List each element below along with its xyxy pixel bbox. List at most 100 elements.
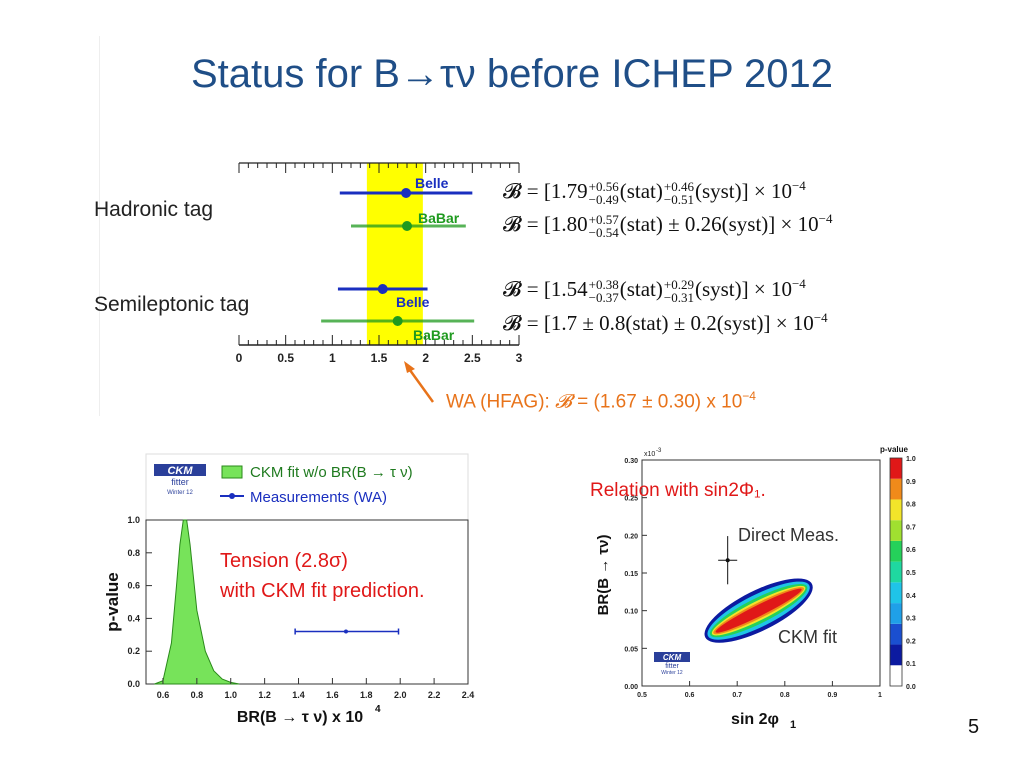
tension-line-2: with CKM fit prediction. <box>220 580 425 602</box>
point-babar <box>392 316 403 326</box>
logo-text-1: CKM <box>167 465 193 477</box>
logo-text-2: fitter <box>171 477 189 487</box>
colorbar-segment <box>890 582 902 604</box>
y-tick-label: 0.30 <box>624 458 638 465</box>
label-babar: BaBar <box>418 210 460 226</box>
legend-swatch-meas-dot <box>229 493 235 499</box>
y-tick-label: 1.0 <box>127 515 140 525</box>
direct-meas-point <box>725 558 730 563</box>
logo-text-2: fitter <box>665 663 679 670</box>
formula-belle-hadronic: 𝓑 = [1.79 +0.56 −0.49 (stat) +0.46 −0.51 (syst… <box>503 178 806 208</box>
tension-annotation: Tension (2.8σ) with CKM fit prediction. <box>220 546 425 606</box>
legend-label-meas: Measurements (WA) <box>250 489 387 506</box>
colorbar-tick-label: 0.1 <box>906 661 916 668</box>
x-tick-label: 0.7 <box>732 692 742 699</box>
y-tick-label: 0.15 <box>624 571 638 578</box>
x-axis-label-exp: 4 <box>375 704 381 715</box>
colorbar-tick-label: 0.4 <box>906 593 916 600</box>
x-tick-label: 1.8 <box>360 690 373 700</box>
top-panel-divider <box>99 36 100 416</box>
x-tick-label: 0.8 <box>780 692 790 699</box>
x-tick-label: 0.5 <box>277 351 294 365</box>
plot-frame <box>145 519 469 685</box>
logo-text-1: CKM <box>663 653 682 662</box>
colorbar-segment <box>890 520 902 541</box>
formula-babar-semileptonic: 𝓑 = [1.7 ± 0.8(stat) ± 0.2(syst)] × 10−4 <box>503 310 828 335</box>
x-tick-label: 0 <box>236 351 243 365</box>
plot-frame <box>641 459 881 687</box>
page-number: 5 <box>968 716 980 738</box>
ckm-fit-area <box>154 519 240 685</box>
colorbar-tick-label: 0.0 <box>906 684 916 691</box>
colorbar-title: p-value <box>880 445 909 454</box>
wa-arrow <box>404 361 435 403</box>
y-tick-label: 0.4 <box>127 613 140 623</box>
x-tick-label: 1.0 <box>224 690 237 700</box>
colorbar-tick-label: 0.8 <box>906 502 916 509</box>
logo-band <box>154 464 206 476</box>
x-tick-label: 1.2 <box>258 690 271 700</box>
point-babar <box>402 221 412 231</box>
colorbar-tick-label: 0.7 <box>906 524 916 531</box>
x-tick-label: 0.8 <box>191 690 204 700</box>
colorbar-tick-label: 0.6 <box>906 547 916 554</box>
x-tick-label: 1 <box>329 351 336 365</box>
semileptonic-tag-label: Semileptonic tag <box>94 293 250 316</box>
y-tick-label: 0.0 <box>127 679 140 689</box>
y-axis-label: BR(B → τν) <box>595 535 612 616</box>
tension-line-1: Tension (2.8σ) <box>220 550 348 572</box>
wa-point <box>343 629 348 634</box>
colorbar-tick-label: 0.3 <box>906 616 916 623</box>
x-tick-label: 0.6 <box>157 690 170 700</box>
wa-hfag-label: WA (HFAG): 𝓑 = (1.67 ± 0.30) x 10−4 <box>446 389 756 413</box>
y-tick-label: 0.20 <box>624 533 638 540</box>
x-axis-label-sub: 1 <box>790 719 796 731</box>
x-tick-label: 0.9 <box>828 692 838 699</box>
relation-annotation: Relation with sin2Φ₁. <box>590 480 766 501</box>
x-axis-label: BR(B → τ ν) x 10 <box>237 709 363 726</box>
x-tick-label: 2.5 <box>464 351 481 365</box>
y-tick-label: 0.10 <box>624 609 638 616</box>
x-tick-label: 0.5 <box>637 692 647 699</box>
colorbar-segment <box>890 478 902 500</box>
colorbar-segment <box>890 603 902 624</box>
y-tick-label: 0.2 <box>127 646 140 656</box>
x-tick-label: 2.4 <box>462 690 475 700</box>
logo-text-3: Winter 12 <box>661 670 683 676</box>
colorbar-segment <box>890 499 902 521</box>
x-tick-label: 3 <box>516 351 523 365</box>
legend-swatch-fit <box>221 465 243 479</box>
y-scale-note: x10 <box>644 451 655 458</box>
logo-text-3: Winter 12 <box>167 490 193 496</box>
fit-contour-5 <box>715 588 802 633</box>
y-tick-label: 0.25 <box>624 496 638 503</box>
x-tick-label: 1.6 <box>326 690 339 700</box>
ckm-fit-label: CKM fit <box>778 627 838 647</box>
direct-meas-label: Direct Meas. <box>738 525 840 545</box>
x-tick-label: 2.2 <box>428 690 441 700</box>
x-tick-label: 2 <box>422 351 429 365</box>
logo-band <box>654 652 690 662</box>
y-axis-label: p-value <box>103 572 122 632</box>
colorbar-tick-label: 0.9 <box>906 479 916 486</box>
hadronic-tag-label: Hadronic tag <box>94 198 214 221</box>
x-axis-label: sin 2φ <box>731 711 779 728</box>
x-tick-label: 1.5 <box>371 351 388 365</box>
colorbar-segment <box>890 561 902 583</box>
y-tick-label: 0.05 <box>624 646 638 653</box>
x-tick-label: 1.4 <box>292 690 305 700</box>
y-tick-label: 0.8 <box>127 548 140 558</box>
colorbar-tick-label: 0.5 <box>906 570 916 577</box>
label-babar: BaBar <box>413 327 455 343</box>
colorbar-tick-label: 0.2 <box>906 638 916 645</box>
colorbar-segment <box>890 458 902 479</box>
colorbar-tick-label: 1.0 <box>906 456 916 463</box>
x-tick-label: 0.6 <box>685 692 695 699</box>
colorbar-segment <box>890 623 902 645</box>
label-belle: Belle <box>396 294 430 310</box>
y-tick-label: 0.00 <box>624 684 638 691</box>
measurement-comparison-chart: 0 0.5 1 1.5 2 2.5 3 Belle BaBar Belle BaBar <box>236 162 523 365</box>
point-belle <box>401 188 412 198</box>
formula-babar-hadronic: 𝓑 = [1.80 +0.57 −0.54 (stat) ± 0.26(syst)] … <box>503 211 833 241</box>
